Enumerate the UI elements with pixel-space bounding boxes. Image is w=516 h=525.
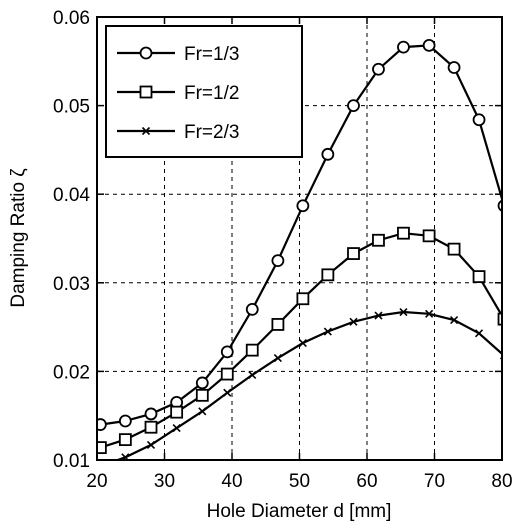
data-point [118,414,132,428]
axis-ticks [96,16,503,461]
legend-marker [139,85,153,99]
tick-labels: 20 30 40 50 60 70 80 0.01 0.02 0.03 0.04 0.05 0.06 [53,8,513,492]
data-point [97,463,104,470]
legend-label: Fr=1/3 [184,44,239,65]
data-point [422,38,436,52]
x-tick-label: 70 [424,471,445,492]
legend-marker [141,126,151,136]
x-axis-label: Hole Diameter d [mm] [207,501,392,522]
data-point [195,388,209,402]
legend-marker [139,46,153,60]
data-point [298,338,307,348]
legend-label: Fr=2/3 [184,122,239,143]
data-point [248,370,257,380]
data-point [349,317,358,326]
y-tick-label: 0.01 [53,451,90,472]
data-point [170,405,184,419]
legend-label: Fr=1/2 [184,83,239,104]
plot-series [97,38,502,470]
data-point [422,229,436,243]
data-point [144,420,158,434]
data-point [321,268,335,282]
data-point [450,315,459,325]
legend-item: Fr=1/3 [117,44,239,65]
y-tick-label: 0.02 [53,362,90,383]
legend-item: Fr=2/3 [117,122,239,143]
data-point [497,199,502,212]
data-point [195,376,209,390]
data-point [372,233,385,247]
data-point [118,433,132,447]
data-point [321,147,335,161]
series-3 [97,307,502,470]
legend-item: Fr=1/2 [117,83,239,104]
data-point [472,270,486,283]
data-point [347,247,360,260]
data-point [296,199,310,213]
series-1 [97,38,502,431]
series-line [100,232,502,449]
data-point [273,354,282,363]
data-point [97,441,107,454]
series-line [114,310,502,460]
data-point [97,418,107,431]
data-point [144,407,158,421]
legend: Fr=1/3 Fr=1/2 Fr=2/3 [105,25,303,158]
data-point [245,302,259,316]
data-point [220,345,234,359]
data-point [198,407,207,416]
data-point [425,309,434,318]
data-point [497,312,502,326]
x-tick-label: 40 [221,471,242,492]
data-point [323,327,332,336]
data-point [271,318,285,331]
data-point [474,329,484,338]
x-tick-label: 30 [154,471,175,492]
data-point [374,311,383,320]
data-point [172,424,181,433]
data-point [223,388,232,397]
data-point [146,440,156,450]
y-tick-label: 0.04 [53,185,90,206]
data-point [447,242,461,256]
data-point [220,367,234,381]
data-point [245,343,259,357]
data-point [347,99,360,112]
data-point [472,113,486,127]
data-point [399,307,408,317]
x-tick-label: 80 [491,471,512,492]
x-tick-label: 20 [86,471,107,492]
data-point [372,62,385,76]
y-axis-label: Damping Ratio ζ [8,168,29,308]
data-point [397,40,410,54]
data-point [271,254,285,268]
series-2 [97,226,502,454]
y-tick-label: 0.03 [53,274,90,295]
data-point [397,226,410,240]
x-tick-label: 60 [356,471,377,492]
y-tick-label: 0.06 [53,8,90,29]
data-point [447,61,461,74]
data-point [296,292,310,306]
y-tick-label: 0.05 [53,97,90,118]
x-tick-label: 50 [289,471,310,492]
